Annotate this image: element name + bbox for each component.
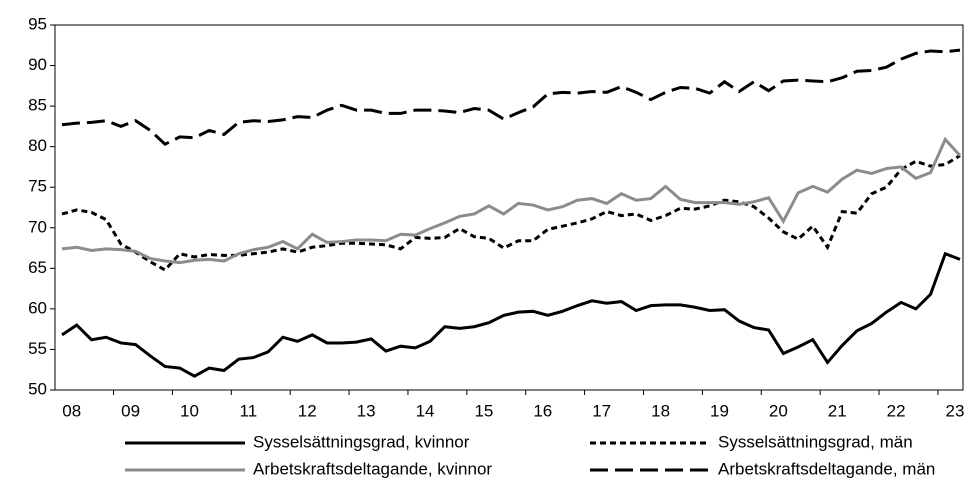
x-tick-label: 11 [240, 401, 258, 420]
line-series [61, 154, 961, 272]
legend-label: Arbetskraftsdeltagande, kvinnor [253, 459, 492, 478]
x-tick-label: 08 [62, 401, 81, 420]
line-series [61, 251, 961, 378]
y-tick-label: 95 [28, 14, 47, 33]
line-series [61, 48, 961, 147]
x-tick-label: 19 [710, 401, 729, 420]
y-tick-label: 55 [28, 339, 47, 358]
x-tick-label: 15 [474, 401, 493, 420]
y-tick-label: 80 [28, 136, 47, 155]
x-tick-label: 10 [180, 401, 199, 420]
x-tick-label: 13 [357, 401, 376, 420]
x-tick-label: 18 [651, 401, 670, 420]
x-tick-label: 23 [946, 401, 965, 420]
y-tick-label: 65 [28, 258, 47, 277]
legend-label: Sysselsättningsgrad, män [718, 432, 913, 451]
x-tick-label: 14 [416, 401, 435, 420]
x-tick-label: 20 [769, 401, 788, 420]
line-series [61, 136, 962, 265]
legend-label: Sysselsättningsgrad, kvinnor [253, 432, 470, 451]
x-tick-label: 09 [121, 401, 140, 420]
plot-frame [54, 24, 964, 391]
x-tick-label: 21 [828, 401, 847, 420]
y-tick-label: 85 [28, 96, 47, 115]
y-tick-label: 90 [28, 55, 47, 74]
x-tick-label: 12 [298, 401, 317, 420]
legend-label: Arbetskraftsdeltagande, män [718, 459, 935, 478]
x-tick-label: 16 [533, 401, 552, 420]
y-tick-label: 75 [28, 177, 47, 196]
x-tick-label: 22 [887, 401, 906, 420]
y-tick-label: 50 [28, 379, 47, 398]
y-tick-label: 70 [28, 217, 47, 236]
y-tick-label: 60 [28, 298, 47, 317]
x-tick-label: 17 [592, 401, 611, 420]
